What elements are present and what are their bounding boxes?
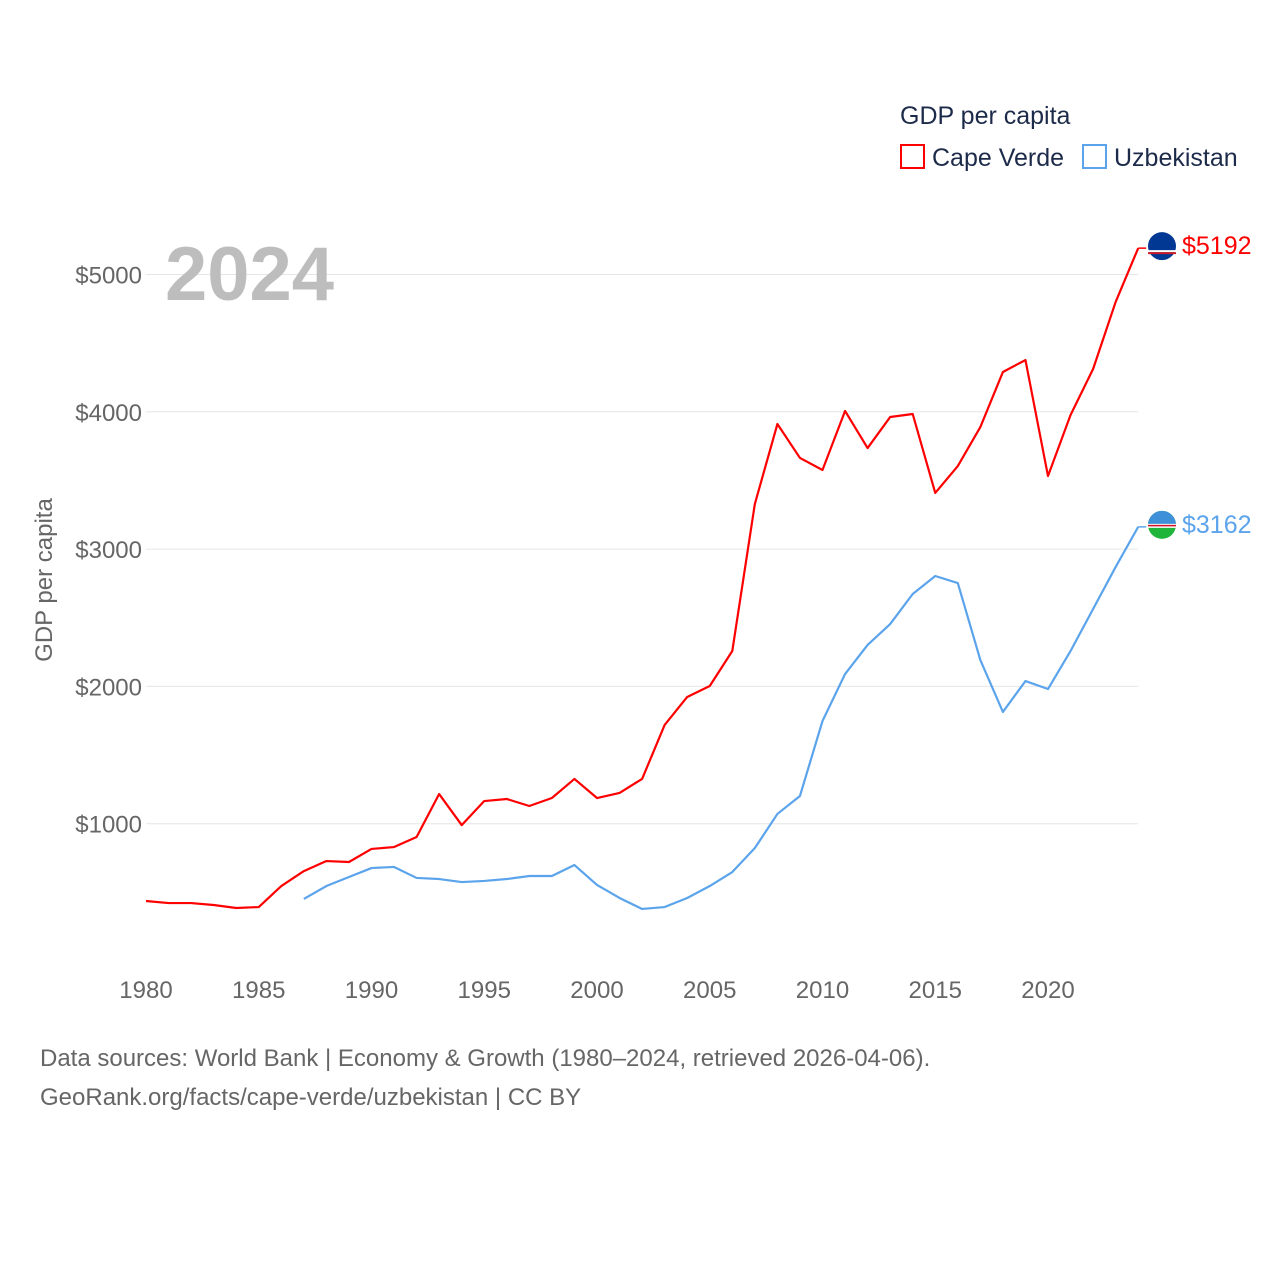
x-tick-label: 1990 xyxy=(345,977,398,1004)
flag-stripe xyxy=(1148,510,1176,525)
y-tick-label: $1000 xyxy=(75,812,142,839)
flag-stripe xyxy=(1148,252,1176,255)
legend-label: Uzbekistan xyxy=(1114,144,1238,172)
legend-swatch xyxy=(900,144,925,169)
x-tick-label: 2005 xyxy=(683,977,736,1004)
x-tick-label: 1995 xyxy=(458,977,511,1004)
line-chart: $1000 $2000 $3000 $4000 $5000 1980 1985 1990 199… xyxy=(31,102,1252,1004)
y-tick-label: $2000 xyxy=(75,674,142,701)
year-label: 2024 xyxy=(165,232,334,317)
end-value-label: $3162 xyxy=(1182,511,1252,539)
legend-swatch xyxy=(1082,144,1107,169)
y-tick-label: $5000 xyxy=(75,263,142,290)
x-tick-label: 1980 xyxy=(119,977,172,1004)
footer-attribution[interactable]: GeoRank.org/facts/cape-verde/uzbekistan … xyxy=(40,1084,582,1111)
y-axis-label: GDP per capita xyxy=(31,498,58,662)
legend-title: GDP per capita xyxy=(900,102,1071,130)
x-tick-label: 2000 xyxy=(570,977,623,1004)
x-tick-label: 2015 xyxy=(909,977,962,1004)
legend-label: Cape Verde xyxy=(932,144,1064,172)
x-tick-label: 1985 xyxy=(232,977,285,1004)
series-line-cape-verde xyxy=(145,247,1140,910)
flag-stripe xyxy=(1148,250,1176,253)
x-tick-label: 2020 xyxy=(1021,977,1074,1004)
cape-verde-flag-icon xyxy=(1148,232,1176,261)
x-tick-label: 2010 xyxy=(796,977,849,1004)
y-tick-label: $4000 xyxy=(75,400,142,427)
y-tick-label: $3000 xyxy=(75,537,142,564)
end-value-label: $5192 xyxy=(1182,232,1252,260)
series-line-uzbekistan xyxy=(303,526,1140,911)
footer-sources: Data sources: World Bank | Economy & Gro… xyxy=(40,1045,931,1072)
flag-stripe xyxy=(1148,524,1176,527)
